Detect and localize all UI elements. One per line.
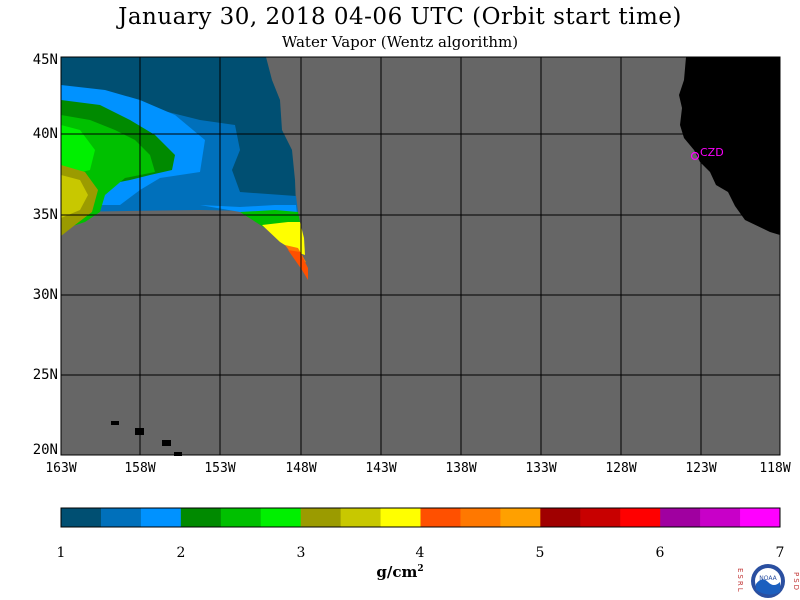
colorbar-tick-2: 2 bbox=[176, 545, 186, 561]
lat-label-40n: 40N bbox=[32, 126, 58, 142]
lon-label-123w: 123W bbox=[685, 461, 717, 476]
logo-right-letters: PSD bbox=[792, 572, 800, 592]
colorbar-swatch bbox=[460, 508, 501, 527]
colorbar-swatch bbox=[420, 508, 461, 527]
colorbar-frame bbox=[60, 507, 781, 528]
colorbar-swatch bbox=[380, 508, 421, 527]
swath-tail-yellow bbox=[262, 222, 305, 255]
station-label: CZD bbox=[700, 146, 724, 159]
colorbar-swatch bbox=[620, 508, 661, 527]
lon-label-158w: 158W bbox=[124, 461, 156, 476]
grid-lines bbox=[61, 57, 780, 455]
colorbar-swatch bbox=[580, 508, 621, 527]
lon-label-153w: 153W bbox=[204, 461, 236, 476]
colorbar-swatch bbox=[260, 508, 302, 527]
colorbar-swatch bbox=[340, 508, 382, 527]
water-vapor-swath bbox=[61, 57, 308, 280]
colorbar-units: g/cm2 bbox=[360, 563, 440, 581]
colorbar-swatch bbox=[660, 508, 701, 527]
lat-label-45n: 45N bbox=[32, 52, 58, 68]
logo-left-letters: ESRL bbox=[736, 568, 744, 594]
units-base: g/cm bbox=[376, 563, 418, 581]
lon-label-148w: 148W bbox=[285, 461, 317, 476]
map-title: January 30, 2018 04-06 UTC (Orbit start … bbox=[118, 4, 682, 30]
california-land bbox=[679, 57, 780, 235]
swath-yellowolive bbox=[61, 175, 88, 218]
lon-label-143w: 143W bbox=[365, 461, 397, 476]
colorbar-tick-5: 5 bbox=[535, 545, 545, 561]
colorbar-swatch bbox=[700, 508, 741, 527]
noaa-logo[interactable]: NOAA ESRL PSD bbox=[736, 560, 800, 600]
lon-label-133w: 133W bbox=[525, 461, 557, 476]
lat-label-20n: 20N bbox=[32, 442, 58, 458]
map-subtitle: Water Vapor (Wentz algorithm) bbox=[281, 33, 519, 51]
colorbar-tick-1: 1 bbox=[56, 545, 66, 561]
station-marker bbox=[690, 151, 700, 161]
colorbar-swatch bbox=[300, 508, 342, 527]
colorbar-tick-4: 4 bbox=[415, 545, 425, 561]
lat-label-35n: 35N bbox=[32, 207, 58, 223]
colorbar-swatch bbox=[220, 508, 262, 527]
lon-label-118w: 118W bbox=[759, 461, 791, 476]
lat-label-30n: 30N bbox=[32, 287, 58, 303]
colorbar-tick-6: 6 bbox=[655, 545, 665, 561]
noaa-logo-text: NOAA bbox=[759, 575, 777, 582]
colorbar-swatch bbox=[180, 508, 222, 527]
colorbar-swatch bbox=[100, 508, 142, 527]
map-frame bbox=[60, 56, 781, 456]
lon-label-138w: 138W bbox=[445, 461, 477, 476]
colorbar-swatch bbox=[61, 508, 102, 527]
lat-label-25n: 25N bbox=[32, 367, 58, 383]
units-exponent: 2 bbox=[417, 564, 424, 574]
lon-label-128w: 128W bbox=[605, 461, 637, 476]
colorbar-swatch bbox=[140, 508, 182, 527]
swath-brightgreen bbox=[61, 125, 95, 178]
colorbar-swatch bbox=[740, 508, 781, 527]
colorbar-tick-3: 3 bbox=[296, 545, 306, 561]
colorbar bbox=[61, 508, 781, 527]
swath-tail-red bbox=[288, 250, 308, 280]
colorbar-swatch bbox=[500, 508, 541, 527]
lon-label-163w: 163W bbox=[45, 461, 77, 476]
colorbar-swatch bbox=[540, 508, 581, 527]
colorbar-tick-7: 7 bbox=[775, 545, 785, 561]
